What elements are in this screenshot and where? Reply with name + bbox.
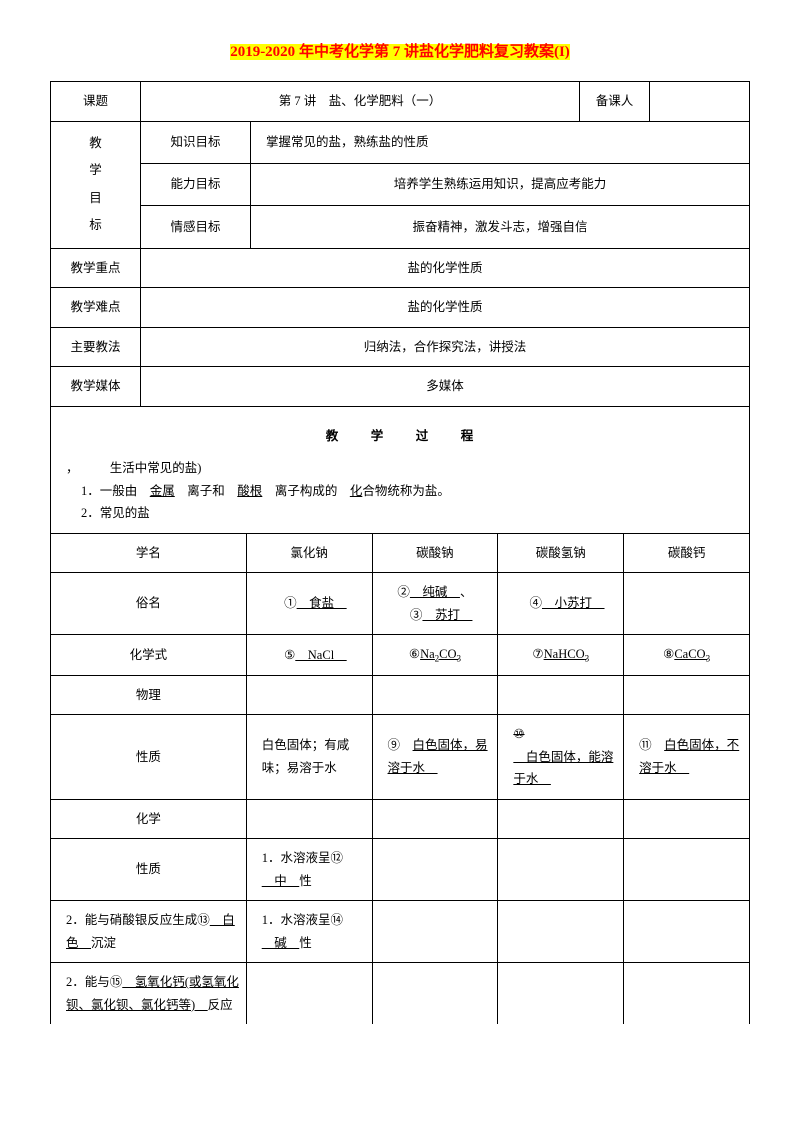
- salts-table: 学名 氯化钠 碳酸钠 碳酸氢钠 碳酸钙 俗名 ① 食盐 ② 纯碱 、③ 苏打 ④…: [50, 533, 750, 1025]
- intro-line2: 2．常见的盐: [66, 502, 743, 525]
- method-label: 主要教法: [51, 327, 141, 367]
- emotion-value: 振奋精神，激发斗志，增强自信: [251, 206, 750, 248]
- suming-nacl: ① 食盐: [246, 573, 372, 635]
- knowledge-label: 知识目标: [141, 121, 251, 163]
- goals-group-label: 教学目标: [51, 121, 141, 248]
- chem-na2co3-1: 1．水溶液呈⑭ 碱 性: [246, 901, 372, 963]
- phys-nahco3: ⑩ 白色固体，能溶于水: [498, 715, 624, 800]
- focus-value: 盐的化学性质: [141, 248, 750, 288]
- title-mid: 年中考化学第: [295, 44, 393, 60]
- chem-nacl-1: 1．水溶液呈⑫ 中 性: [246, 839, 372, 901]
- phys-na2co3: ⑨ 白色固体，易溶于水: [372, 715, 498, 800]
- suming-na2co3: ② 纯碱 、③ 苏打: [372, 573, 498, 635]
- row-caoh: 2．能与⑮ 氢氧化钙(或氢氧化钡、氯化钡、氯化钙等) 反应: [51, 963, 247, 1025]
- process-header: 教 学 过 程: [66, 415, 743, 458]
- bkr-label: 备课人: [580, 82, 650, 122]
- row-xingzhi: 性质: [51, 715, 247, 800]
- method-value: 归纳法，合作探究法，讲授法: [141, 327, 750, 367]
- skill-value: 培养学生熟练运用知识，提高应考能力: [251, 163, 750, 205]
- intro-line0: ， 生活中常见的盐): [66, 457, 743, 480]
- title-rest: 讲盐化学肥料复习教案(I): [400, 44, 570, 60]
- intro-line1: 1．一般由 金属 离子和 酸根 离子构成的 化合物统称为盐。: [66, 480, 743, 503]
- row-formula: 化学式: [51, 635, 247, 676]
- lesson-plan-table: 课题 第 7 讲 盐、化学肥料（一） 备课人 教学目标 知识目标 掌握常见的盐，…: [50, 81, 750, 533]
- emotion-label: 情感目标: [141, 206, 251, 248]
- row-huaxue: 化学: [51, 799, 247, 839]
- title-year: 2019-2020: [230, 44, 295, 60]
- bkr-value: [650, 82, 750, 122]
- page-title: 2019-2020 年中考化学第 7 讲盐化学肥料复习教案(I): [50, 40, 750, 61]
- media-value: 多媒体: [141, 367, 750, 407]
- col-caco3: 碳酸钙: [624, 533, 750, 573]
- skill-label: 能力目标: [141, 163, 251, 205]
- phys-nacl: 白色固体；有咸味；易溶于水: [246, 715, 372, 800]
- col-nahco3: 碳酸氢钠: [498, 533, 624, 573]
- suming-nahco3: ④ 小苏打: [498, 573, 624, 635]
- keti-label: 课题: [51, 82, 141, 122]
- col-xueming: 学名: [51, 533, 247, 573]
- formula-nacl: ⑤ NaCl: [246, 635, 372, 676]
- row-agno3: 2．能与硝酸银反应生成⑬ 白色 沉淀: [51, 901, 247, 963]
- row-xingzhi2: 性质: [51, 839, 247, 901]
- suming-caco3: [624, 573, 750, 635]
- difficulty-value: 盐的化学性质: [141, 288, 750, 328]
- col-na2co3: 碳酸钠: [372, 533, 498, 573]
- formula-nahco3: ⑦NaHCO3: [498, 635, 624, 676]
- knowledge-value: 掌握常见的盐，熟练盐的性质: [251, 121, 750, 163]
- formula-na2co3: ⑥Na2CO3: [372, 635, 498, 676]
- phys-caco3: ⑪ 白色固体，不溶于水: [624, 715, 750, 800]
- col-nacl: 氯化钠: [246, 533, 372, 573]
- row-suming: 俗名: [51, 573, 247, 635]
- formula-caco3: ⑧CaCO3: [624, 635, 750, 676]
- media-label: 教学媒体: [51, 367, 141, 407]
- row-wuli: 物理: [51, 675, 247, 715]
- difficulty-label: 教学难点: [51, 288, 141, 328]
- keti-value: 第 7 讲 盐、化学肥料（一）: [141, 82, 580, 122]
- focus-label: 教学重点: [51, 248, 141, 288]
